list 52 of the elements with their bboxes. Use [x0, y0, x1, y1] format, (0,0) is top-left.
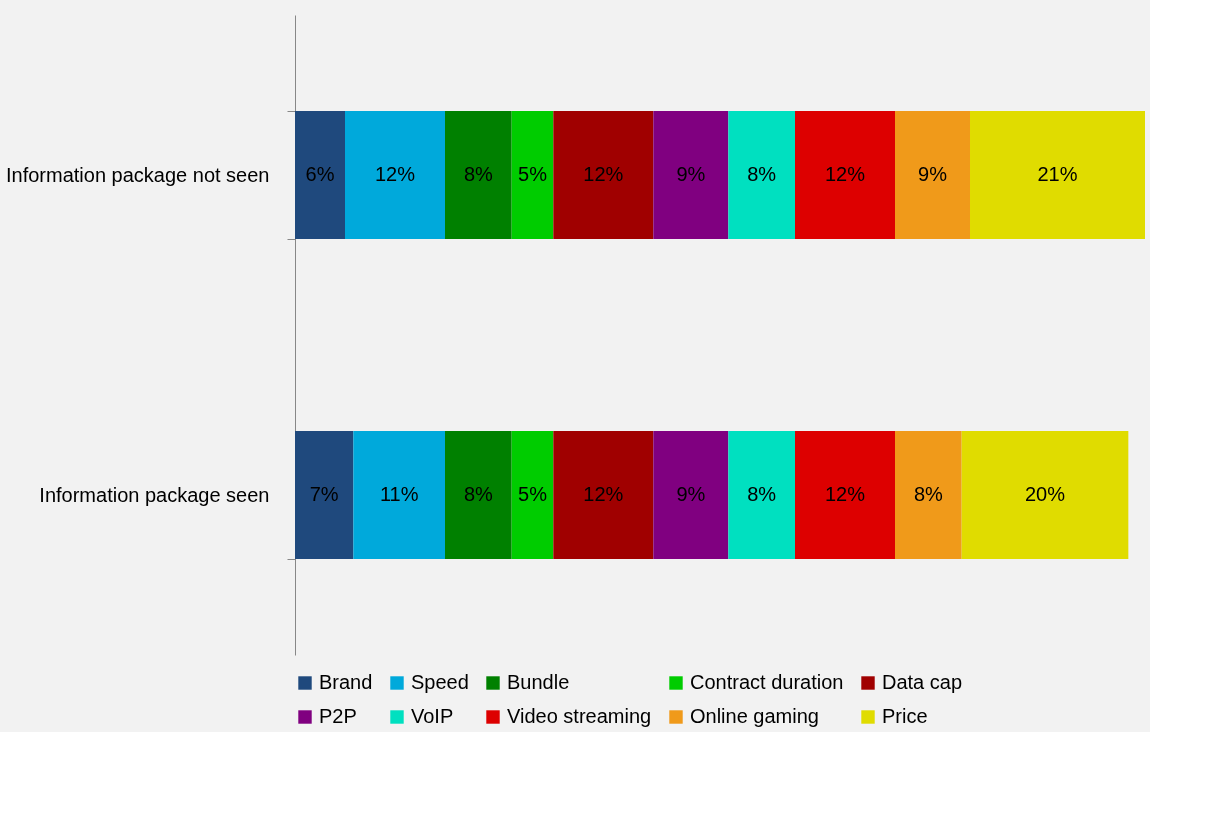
bar [795, 111, 895, 239]
data-label: 8% [913, 483, 943, 505]
legend-label: Online gaming [690, 705, 819, 727]
data-label: 9% [676, 483, 706, 505]
bar [553, 111, 654, 239]
y-tick-label: Information package not seen [5, 163, 270, 186]
bar [653, 431, 729, 559]
data-label: 5% [518, 483, 548, 505]
legend-label: P2P [319, 705, 357, 727]
bar [970, 111, 1145, 239]
data-label: 8% [747, 163, 777, 185]
data-label: 7% [309, 483, 339, 505]
data-label: 8% [463, 483, 493, 505]
legend-label: Video streaming [507, 705, 652, 727]
legend-label: Contract duration [690, 671, 844, 693]
data-label: 12% [824, 483, 866, 505]
legend-label: Data cap [882, 671, 963, 693]
y-tick-label: Information package seen [39, 483, 270, 506]
data-label: 12% [583, 483, 624, 505]
legend-label: Price [882, 705, 928, 727]
bar [295, 111, 345, 239]
data-label: 12% [824, 163, 866, 185]
bar [728, 431, 795, 559]
data-label: 9% [918, 163, 948, 185]
bar [895, 431, 962, 559]
data-label: 8% [747, 483, 777, 505]
data-label: 12% [583, 163, 624, 185]
bar [961, 431, 1129, 559]
bar [353, 431, 445, 559]
data-label: 20% [1024, 483, 1066, 505]
data-label: 8% [463, 163, 493, 185]
bar [728, 111, 795, 239]
data-label: 6% [305, 163, 335, 185]
data-label: 12% [374, 163, 416, 185]
bar [445, 431, 512, 559]
data-label: 21% [1037, 163, 1078, 185]
bar [511, 111, 554, 239]
legend-label: Speed [411, 671, 469, 693]
data-label: 9% [676, 163, 706, 185]
legend-label: Bundle [507, 671, 570, 693]
bar [895, 111, 970, 239]
bar [553, 431, 654, 559]
data-label: 5% [518, 163, 548, 185]
bar [345, 111, 445, 239]
bar [511, 431, 554, 559]
bar [795, 431, 895, 559]
data-label: 11% [379, 483, 419, 505]
bar [653, 111, 729, 239]
legend-label: Brand [319, 671, 373, 693]
legend-label: VoIP [411, 705, 454, 727]
bar [445, 111, 512, 239]
bar [295, 431, 354, 559]
